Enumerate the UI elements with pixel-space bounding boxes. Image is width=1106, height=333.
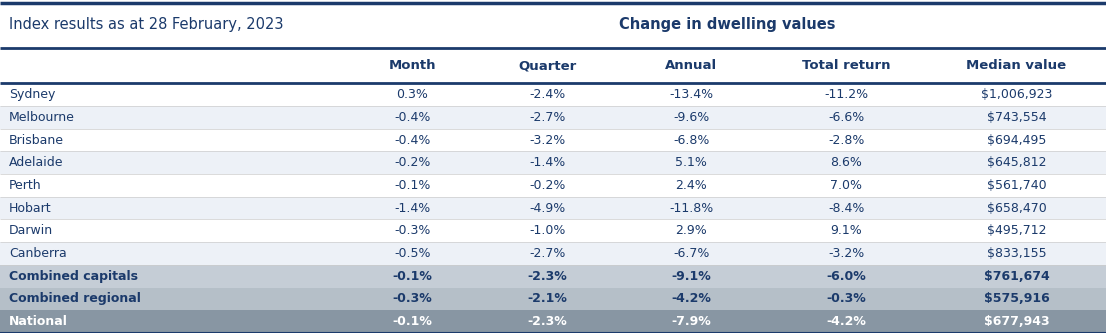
Text: Sydney: Sydney [9, 88, 55, 101]
Text: -0.2%: -0.2% [530, 179, 565, 192]
Text: 7.0%: 7.0% [831, 179, 862, 192]
Text: $743,554: $743,554 [987, 111, 1046, 124]
Text: -9.1%: -9.1% [671, 270, 711, 283]
Text: Combined regional: Combined regional [9, 292, 140, 305]
Text: -0.3%: -0.3% [393, 292, 432, 305]
Bar [0, 129, 1106, 152]
Text: -1.4%: -1.4% [530, 156, 565, 169]
Text: -4.2%: -4.2% [826, 315, 866, 328]
Text: -2.1%: -2.1% [528, 292, 567, 305]
Text: Month: Month [389, 59, 436, 72]
Text: Darwin: Darwin [9, 224, 53, 237]
Text: -2.7%: -2.7% [530, 111, 565, 124]
Text: National: National [9, 315, 67, 328]
Text: Perth: Perth [9, 179, 41, 192]
Text: 2.4%: 2.4% [676, 179, 707, 192]
Text: Melbourne: Melbourne [9, 111, 75, 124]
Text: -2.3%: -2.3% [528, 270, 567, 283]
Text: $833,155: $833,155 [987, 247, 1046, 260]
Bar [0, 242, 1106, 265]
Bar [0, 106, 1106, 129]
Bar [0, 174, 1106, 197]
Text: -11.2%: -11.2% [824, 88, 868, 101]
Text: Hobart: Hobart [9, 201, 52, 215]
Text: -11.8%: -11.8% [669, 201, 713, 215]
Text: $1,006,923: $1,006,923 [981, 88, 1052, 101]
Bar [0, 197, 1106, 219]
Text: -2.4%: -2.4% [530, 88, 565, 101]
Text: -0.1%: -0.1% [393, 270, 432, 283]
Text: -0.3%: -0.3% [395, 224, 430, 237]
Text: Total return: Total return [802, 59, 890, 72]
Text: -8.4%: -8.4% [828, 201, 864, 215]
Text: 8.6%: 8.6% [831, 156, 862, 169]
Text: -2.8%: -2.8% [828, 134, 864, 147]
Text: -6.6%: -6.6% [828, 111, 864, 124]
Text: -4.2%: -4.2% [671, 292, 711, 305]
Text: -3.2%: -3.2% [828, 247, 864, 260]
Text: $495,712: $495,712 [987, 224, 1046, 237]
Text: $694,495: $694,495 [987, 134, 1046, 147]
Text: -0.4%: -0.4% [395, 111, 430, 124]
Text: $561,740: $561,740 [987, 179, 1046, 192]
Text: Median value: Median value [967, 59, 1066, 72]
Text: Index results as at 28 February, 2023: Index results as at 28 February, 2023 [9, 17, 283, 32]
Text: -0.3%: -0.3% [826, 292, 866, 305]
Bar [0, 265, 1106, 288]
Text: -0.1%: -0.1% [393, 315, 432, 328]
Bar [0, 83, 1106, 106]
Text: 9.1%: 9.1% [831, 224, 862, 237]
Text: Adelaide: Adelaide [9, 156, 63, 169]
Text: -1.4%: -1.4% [395, 201, 430, 215]
Text: Brisbane: Brisbane [9, 134, 64, 147]
Text: -9.6%: -9.6% [674, 111, 709, 124]
Bar [0, 288, 1106, 310]
Text: Canberra: Canberra [9, 247, 66, 260]
Text: -13.4%: -13.4% [669, 88, 713, 101]
Text: $658,470: $658,470 [987, 201, 1046, 215]
Text: $761,674: $761,674 [983, 270, 1050, 283]
Bar [0, 48, 1106, 83]
Text: Combined capitals: Combined capitals [9, 270, 138, 283]
Text: 2.9%: 2.9% [676, 224, 707, 237]
Text: -0.1%: -0.1% [395, 179, 430, 192]
Text: Change in dwelling values: Change in dwelling values [619, 17, 835, 32]
Text: 0.3%: 0.3% [397, 88, 428, 101]
Text: -1.0%: -1.0% [530, 224, 565, 237]
Text: $645,812: $645,812 [987, 156, 1046, 169]
Bar [0, 219, 1106, 242]
Text: $677,943: $677,943 [983, 315, 1050, 328]
Text: Quarter: Quarter [519, 59, 576, 72]
Text: -2.7%: -2.7% [530, 247, 565, 260]
Text: -4.9%: -4.9% [530, 201, 565, 215]
Text: -0.4%: -0.4% [395, 134, 430, 147]
Bar [0, 0, 1106, 48]
Text: $575,916: $575,916 [983, 292, 1050, 305]
Text: -0.2%: -0.2% [395, 156, 430, 169]
Text: -7.9%: -7.9% [671, 315, 711, 328]
Text: -6.8%: -6.8% [674, 134, 709, 147]
Bar [0, 310, 1106, 333]
Text: -6.0%: -6.0% [826, 270, 866, 283]
Text: -0.5%: -0.5% [394, 247, 431, 260]
Text: -2.3%: -2.3% [528, 315, 567, 328]
Text: Annual: Annual [665, 59, 718, 72]
Text: -6.7%: -6.7% [674, 247, 709, 260]
Text: -3.2%: -3.2% [530, 134, 565, 147]
Bar [0, 152, 1106, 174]
Text: 5.1%: 5.1% [676, 156, 707, 169]
